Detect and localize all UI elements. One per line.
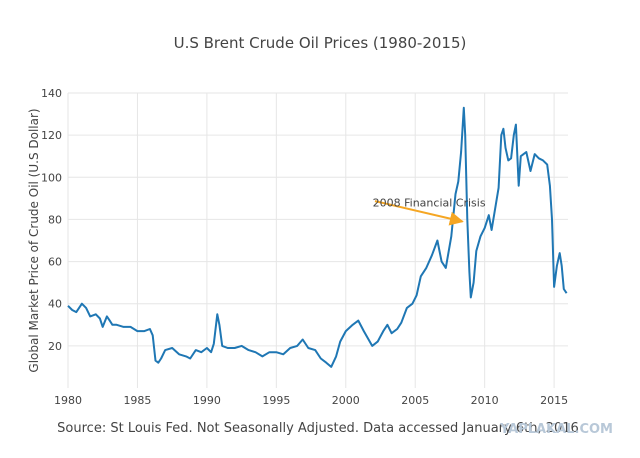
- y-tick-label: 40: [48, 298, 62, 311]
- x-gridlines: [67, 93, 555, 388]
- y-tick-label: 60: [48, 256, 62, 269]
- x-tick-label: 1990: [193, 394, 221, 407]
- x-tick-label: 2015: [540, 394, 568, 407]
- annotation-arrow: [374, 200, 464, 226]
- watermark: YAPLAKAL.COM: [499, 422, 613, 437]
- annotation-label: 2008 Financial Crisis: [373, 197, 486, 210]
- brent-price-line: [67, 106, 568, 368]
- chart-title: U.S Brent Crude Oil Prices (1980-2015): [174, 34, 467, 52]
- x-tick-label: 1980: [54, 394, 82, 407]
- source-note: Source: St Louis Fed. Not Seasonally Adj…: [57, 421, 579, 436]
- x-tick-label: 2005: [401, 394, 429, 407]
- x-tick-label: 2000: [332, 394, 360, 407]
- y-tick-labels: 20 40 60 80 100 120 140: [41, 87, 62, 353]
- x-tick-label: 1985: [123, 394, 151, 407]
- y-tick-label: 140: [41, 87, 62, 100]
- y-tick-label: 20: [48, 340, 62, 353]
- x-tick-label: 2010: [471, 394, 499, 407]
- y-tick-label: 80: [48, 213, 62, 226]
- y-tick-label: 100: [41, 171, 62, 184]
- x-tick-label: 1995: [262, 394, 290, 407]
- y-gridlines: [68, 92, 568, 347]
- y-axis-label: Global Market Price of Crude Oil (U.S Do…: [27, 108, 41, 372]
- x-tick-labels: 1980 1985 1990 1995 2000 2005 2010 2015: [54, 394, 568, 407]
- y-tick-label: 120: [41, 129, 62, 142]
